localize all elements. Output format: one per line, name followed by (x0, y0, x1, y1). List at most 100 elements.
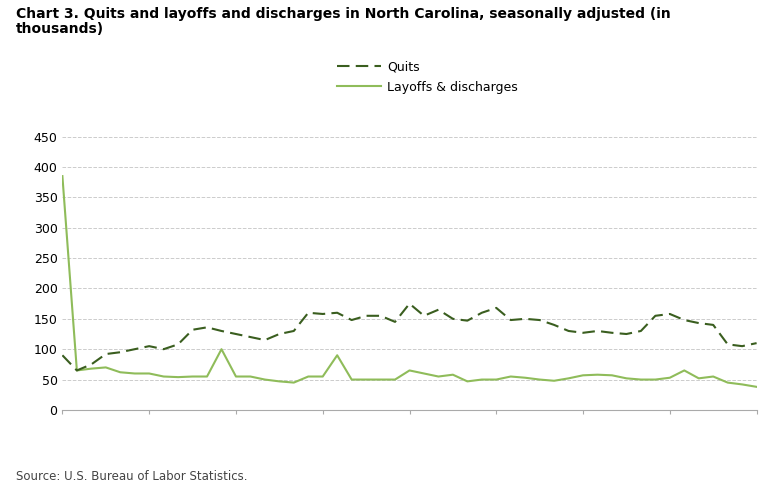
Layoffs & discharges (535, 377, 544, 383)
Quits (289, 328, 299, 334)
Layoffs & discharges (665, 375, 675, 381)
Quits (303, 310, 313, 316)
Quits (332, 310, 342, 316)
Layoffs & discharges (73, 367, 82, 373)
Layoffs & discharges (202, 374, 211, 380)
Quits (58, 352, 67, 358)
Layoffs & discharges (434, 374, 443, 380)
Layoffs & discharges (564, 375, 573, 381)
Text: Chart 3. Quits and layoffs and discharges in North Carolina, seasonally adjusted: Chart 3. Quits and layoffs and discharge… (16, 7, 670, 21)
Layoffs & discharges (752, 384, 761, 390)
Layoffs & discharges (144, 370, 154, 376)
Layoffs & discharges (520, 375, 530, 381)
Layoffs & discharges (361, 377, 370, 383)
Layoffs & discharges (679, 367, 689, 373)
Quits (463, 318, 472, 324)
Layoffs & discharges (405, 367, 414, 373)
Layoffs & discharges (636, 377, 646, 383)
Quits (708, 322, 718, 328)
Layoffs & discharges (593, 372, 602, 378)
Quits (232, 331, 241, 337)
Quits (434, 307, 443, 313)
Layoffs & discharges (420, 370, 429, 376)
Layoffs & discharges (737, 382, 746, 387)
Quits (246, 334, 255, 340)
Quits (737, 343, 746, 349)
Layoffs & discharges (463, 379, 472, 385)
Quits (665, 311, 675, 317)
Layoffs & discharges (347, 377, 356, 383)
Quits (73, 367, 82, 373)
Quits (694, 320, 704, 326)
Layoffs & discharges (58, 173, 67, 179)
Quits (361, 313, 370, 319)
Layoffs & discharges (275, 379, 284, 385)
Layoffs & discharges (549, 378, 558, 384)
Layoffs & discharges (261, 377, 270, 383)
Quits (578, 330, 588, 336)
Layoffs & discharges (217, 346, 226, 352)
Quits (752, 340, 761, 346)
Layoffs & discharges (87, 366, 96, 371)
Layoffs & discharges (332, 352, 342, 358)
Quits (520, 316, 530, 322)
Quits (651, 313, 660, 319)
Quits (506, 317, 516, 323)
Quits (390, 319, 399, 325)
Layoffs & discharges (303, 374, 313, 380)
Quits (159, 346, 168, 352)
Quits (188, 327, 197, 333)
Layoffs & discharges (708, 374, 718, 380)
Layoffs & discharges (651, 377, 660, 383)
Text: Source: U.S. Bureau of Labor Statistics.: Source: U.S. Bureau of Labor Statistics. (16, 470, 247, 483)
Layoffs & discharges (232, 374, 241, 380)
Quits (608, 330, 617, 336)
Quits (448, 316, 458, 322)
Quits (679, 317, 689, 323)
Text: thousands): thousands) (16, 22, 104, 36)
Layoffs & discharges (130, 370, 140, 376)
Quits (723, 342, 732, 347)
Quits (420, 313, 429, 319)
Quits (173, 342, 183, 347)
Quits (564, 328, 573, 334)
Quits (202, 325, 211, 330)
Layoffs & discharges (578, 372, 588, 378)
Layoffs & discharges (477, 377, 487, 383)
Quits (636, 328, 646, 334)
Layoffs & discharges (173, 374, 183, 380)
Layoffs & discharges (376, 377, 385, 383)
Quits (261, 337, 270, 343)
Layoffs & discharges (448, 372, 458, 378)
Legend: Quits, Layoffs & discharges: Quits, Layoffs & discharges (332, 56, 523, 99)
Quits (115, 349, 125, 355)
Quits (318, 311, 328, 317)
Quits (491, 305, 501, 311)
Layoffs & discharges (491, 377, 501, 383)
Quits (87, 362, 96, 367)
Line: Quits: Quits (62, 304, 757, 370)
Quits (549, 322, 558, 328)
Quits (593, 328, 602, 334)
Layoffs & discharges (723, 380, 732, 386)
Quits (275, 331, 284, 337)
Layoffs & discharges (246, 374, 255, 380)
Layoffs & discharges (188, 374, 197, 380)
Layoffs & discharges (318, 374, 328, 380)
Quits (217, 328, 226, 334)
Layoffs & discharges (694, 375, 704, 381)
Quits (101, 351, 111, 357)
Quits (144, 343, 154, 349)
Layoffs & discharges (622, 375, 631, 381)
Quits (130, 346, 140, 352)
Layoffs & discharges (101, 365, 111, 370)
Layoffs & discharges (608, 372, 617, 378)
Quits (347, 317, 356, 323)
Layoffs & discharges (390, 377, 399, 383)
Layoffs & discharges (506, 374, 516, 380)
Quits (622, 331, 631, 337)
Quits (535, 317, 544, 323)
Layoffs & discharges (115, 369, 125, 375)
Line: Layoffs & discharges: Layoffs & discharges (62, 176, 757, 387)
Layoffs & discharges (289, 380, 299, 386)
